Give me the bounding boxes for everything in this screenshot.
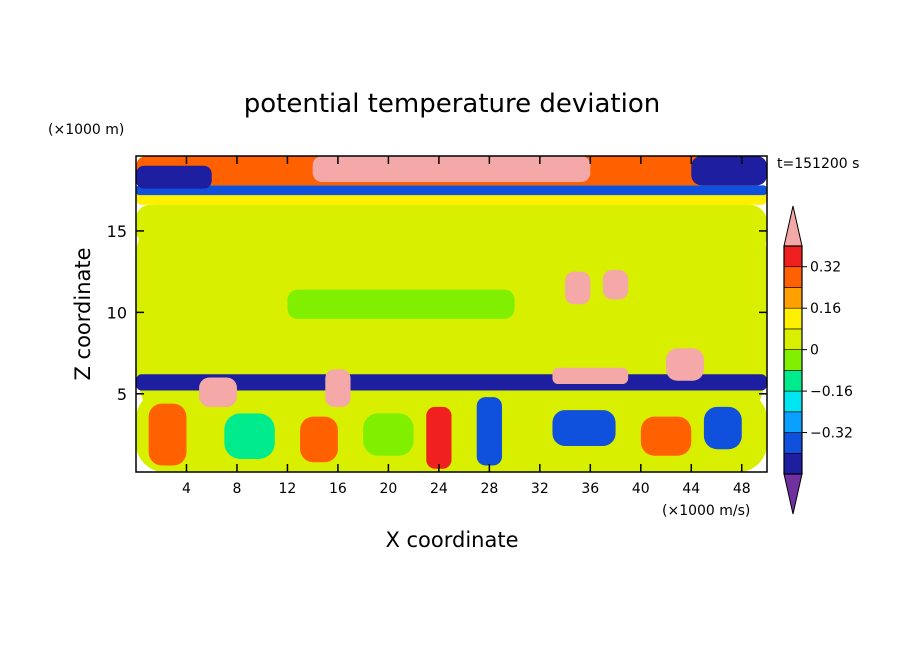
field-region: [136, 204, 263, 244]
x-tick-label: 20: [379, 481, 397, 497]
colorbar-box: [783, 245, 803, 268]
colorbar-box: [783, 411, 803, 433]
x-tick-label: 40: [632, 481, 650, 497]
field-region: [363, 413, 414, 456]
field-region: [602, 270, 629, 300]
field-region: [640, 204, 767, 254]
field-region: [325, 369, 351, 407]
y-axis-label: Z coordinate: [71, 247, 95, 380]
contour-field: [136, 156, 767, 472]
colorbar-box: [783, 328, 803, 350]
colorbar-box: [783, 390, 803, 413]
field-region: [136, 185, 767, 196]
colorbar-tick-label: 0.16: [810, 301, 841, 317]
y-axis-ticks: 5 10 15: [107, 222, 767, 404]
x-tick-label: 12: [279, 481, 297, 497]
field-region: [552, 410, 616, 446]
y-tick-label: 10: [107, 303, 127, 322]
colorbar-box: [783, 266, 803, 288]
colorbar-extend-top: [783, 205, 803, 247]
field-region: [426, 406, 452, 469]
x-tick-label: 48: [733, 481, 751, 497]
x-tick-label: 16: [329, 481, 347, 497]
colorbar-extend-bottom: [783, 473, 803, 515]
x-tick-label: 28: [480, 481, 498, 497]
x-tick-label: 4: [182, 481, 191, 497]
x-tick-label: 36: [581, 481, 599, 497]
time-label: t=151200 s: [777, 156, 859, 172]
field-region: [691, 156, 767, 186]
colorbar-box: [783, 370, 803, 392]
field-region: [666, 348, 704, 381]
field-region: [476, 397, 502, 466]
chart-title: potential temperature deviation: [244, 89, 660, 119]
colorbar-box: [783, 349, 803, 371]
x-axis-ticks: 4 8 12 16 20 24 28 32 36 40 44 48: [182, 156, 751, 497]
y-tick-label: 5: [117, 385, 127, 404]
colorbar: −0.32 −0.16 0 0.16 0.32: [783, 205, 853, 515]
colorbar-tick-label: 0: [810, 343, 819, 359]
field-region: [552, 367, 629, 385]
field-region: [287, 289, 515, 319]
field-region: [514, 302, 767, 336]
field-region: [224, 413, 275, 459]
y-unit-label: (×1000 m): [48, 122, 124, 138]
colorbar-tick-label: −0.16: [810, 384, 853, 400]
x-tick-label: 32: [531, 481, 549, 497]
field-region: [476, 204, 591, 264]
field-region: [703, 406, 742, 450]
y-tick-label: 15: [107, 222, 127, 241]
plot-frame: [135, 155, 768, 473]
field-region: [312, 156, 591, 183]
field-region: [300, 416, 338, 463]
x-axis-label: X coordinate: [385, 528, 518, 552]
colorbar-tick-label: −0.32: [810, 426, 853, 442]
colorbar-box: [783, 307, 803, 330]
colorbar-box: [783, 452, 803, 475]
x-tick-label: 8: [232, 481, 241, 497]
colorbar-frame: [783, 245, 803, 475]
colorbar-box: [783, 432, 803, 454]
colorbar-tick-label: 0.32: [810, 260, 841, 276]
x-unit-label: (×1000 m/s): [662, 503, 750, 519]
field-region: [565, 271, 591, 305]
x-tick-label: 24: [430, 481, 448, 497]
x-tick-label: 44: [682, 481, 700, 497]
field-region: [136, 165, 212, 189]
field-region: [640, 416, 692, 456]
colorbar-box: [783, 287, 803, 309]
field-region: [199, 377, 237, 407]
field-region: [148, 403, 187, 466]
